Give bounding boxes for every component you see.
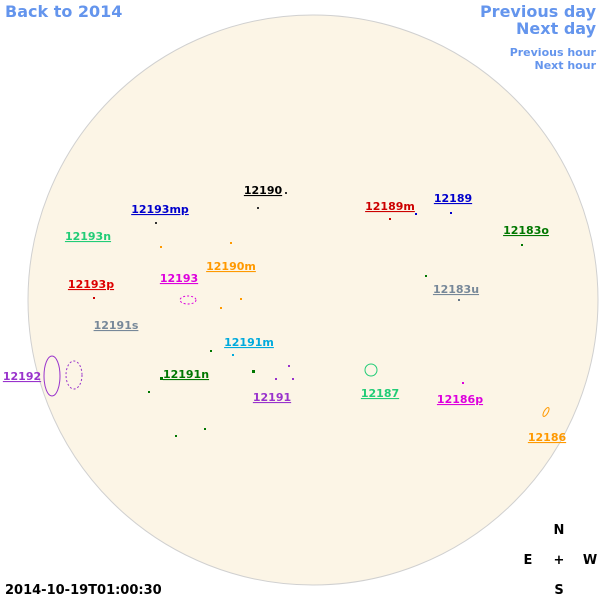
region-label: 12186 <box>528 431 567 444</box>
region-label: 12191m <box>224 336 274 349</box>
region-label: 12193n <box>65 230 111 243</box>
region-label: 12191s <box>94 319 139 332</box>
compass-center: + <box>554 553 565 568</box>
region-label: 12183u <box>433 283 479 296</box>
region-label: 12186p <box>437 393 483 406</box>
solar-disk <box>27 14 599 586</box>
region-label: 12183o <box>503 224 549 237</box>
next-day-link[interactable]: Next day <box>516 19 597 38</box>
previous-day-link[interactable]: Previous day <box>480 2 597 21</box>
previous-hour-link[interactable]: Previous hour <box>510 46 597 59</box>
region-label: 12190m <box>206 260 256 273</box>
region-label: 12191 <box>253 391 291 404</box>
region-label: 12190 <box>244 184 283 197</box>
region-label: 12189 <box>434 192 472 205</box>
compass-east: E <box>524 553 533 568</box>
region-label: 12193mp <box>131 203 189 216</box>
back-link[interactable]: Back to 2014 <box>5 2 122 21</box>
compass-west: W <box>583 553 597 568</box>
region-label: 12187 <box>361 387 399 400</box>
region-label: 12193p <box>68 278 114 291</box>
timestamp: 2014-10-19T01:00:30 <box>5 583 162 598</box>
region-label: 12191n <box>163 368 209 381</box>
next-hour-link[interactable]: Next hour <box>535 59 597 72</box>
spot-markers <box>43 192 550 437</box>
compass-north: N <box>554 523 565 538</box>
region-label: 12189m <box>365 200 415 213</box>
region-label: 12193 <box>160 272 198 285</box>
region-label: 12192 <box>3 370 41 383</box>
compass-south: S <box>554 583 563 598</box>
